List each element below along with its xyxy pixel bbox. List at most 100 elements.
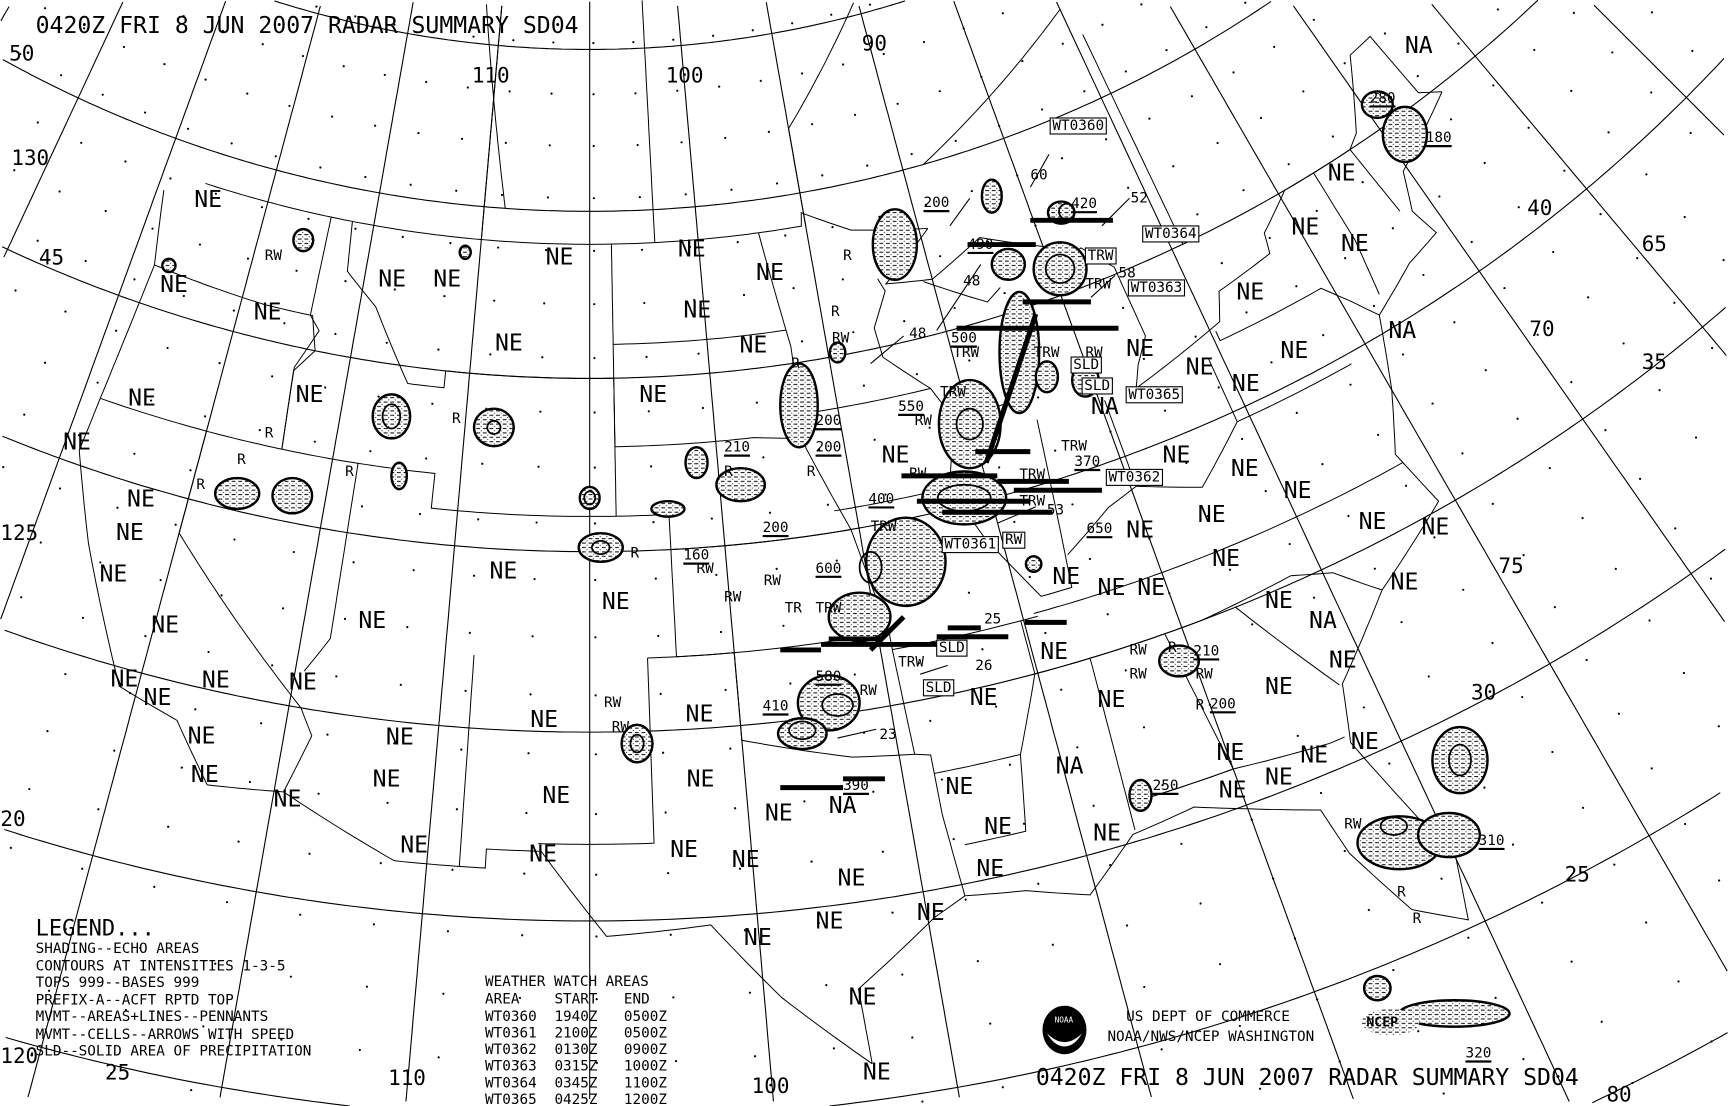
watch-table-cell: 1940Z [554, 1009, 597, 1025]
region-label: NE [1329, 648, 1357, 674]
boundary-line [1349, 149, 1401, 212]
latitude-line [1592, 1032, 1728, 1104]
movement-speed-label: 53 [1047, 502, 1064, 518]
precip-type-label: R [630, 545, 639, 561]
watch-area-label: WT0364 [1145, 226, 1197, 242]
region-label: NE [400, 833, 428, 859]
region-label: NE [151, 612, 179, 638]
region-label: NE [530, 707, 558, 733]
echo-top-label: 210 [724, 440, 750, 456]
echo-area [371, 393, 412, 440]
region-label: NE [744, 925, 772, 951]
echo-area [779, 362, 819, 449]
graticule-label: 130 [11, 146, 49, 170]
precip-type-label: RW [764, 573, 782, 589]
graticule-label: 80 [1606, 1083, 1631, 1106]
boundary-line [485, 4, 506, 209]
latitude-line [829, 792, 1721, 1106]
echo-top-label: 180 [1426, 130, 1452, 146]
legend-line: MVMT--CELLS--ARROWS WITH SPEED [36, 1027, 295, 1043]
precip-type-box-frame [936, 639, 968, 657]
precip-type-label: RW [860, 683, 878, 699]
region-label: NE [188, 724, 216, 750]
noaa-logo: NOAA [1042, 1005, 1087, 1055]
echo-top-label: 400 [868, 491, 894, 507]
precip-type-label: R [1168, 640, 1177, 656]
region-label: NE [191, 762, 219, 788]
region-label: NE [1351, 729, 1379, 755]
precip-type-label: R [831, 304, 840, 320]
region-label: NE [495, 330, 523, 356]
region-label: NE [378, 266, 406, 292]
ncep-logo-text: NCEP [1366, 1016, 1398, 1031]
cell-movement-arrow [1090, 274, 1116, 298]
latitude-line [1, 0, 1539, 379]
region-label: NA [1405, 33, 1433, 59]
cell-movement-arrow [1029, 153, 1050, 188]
precip-type-label: RW [1196, 667, 1214, 683]
precip-type-label: RW [1344, 816, 1362, 832]
cell-movement-arrow [997, 506, 1037, 524]
graticule-label: 75 [1499, 554, 1524, 578]
longitude-line [1056, 1, 1570, 1102]
precip-type-label: TRW [953, 345, 979, 361]
echo-area [1158, 644, 1201, 678]
graticule-label: 110 [388, 1066, 426, 1090]
echo-top-label: 200 [816, 413, 842, 429]
echo-top-label: 200 [763, 520, 789, 536]
region-label: NE [849, 985, 877, 1011]
boundary-line [964, 620, 1036, 846]
movement-speed-label: 26 [975, 658, 992, 674]
region-label: NE [1231, 456, 1259, 482]
echo-area [921, 470, 1008, 526]
boundary-line [884, 35, 1443, 390]
precip-type-label: TRW [898, 654, 924, 670]
precip-type-label: RW [1129, 667, 1147, 683]
echo-area [161, 257, 177, 274]
echo-top-label: 490 [968, 237, 994, 253]
region-label: NE [63, 429, 91, 455]
echo-area [1381, 105, 1429, 164]
boundary-line [100, 397, 852, 551]
boundary-line [1313, 172, 1380, 295]
precip-type-box: SLD [926, 680, 952, 696]
boundary-line [1215, 287, 1380, 342]
region-label: NE [740, 333, 768, 359]
intensity-contour [1448, 743, 1472, 777]
watch-table-cell: 0500Z [624, 1009, 667, 1025]
precip-type-label: R [807, 464, 816, 480]
echo-top-label: 200 [1210, 696, 1236, 712]
precip-type-box: SLD [1073, 357, 1099, 373]
watch-table-cell: WT0365 [485, 1092, 537, 1106]
region-label: NE [111, 666, 139, 692]
echo-top-label: 410 [763, 699, 789, 715]
cell-movement-arrow [1101, 197, 1130, 227]
intensity-contour [1379, 816, 1408, 836]
boundary-line [1152, 736, 1345, 797]
watch-table-title: WEATHER WATCH AREAS [485, 974, 649, 990]
region-label: NA [1091, 394, 1119, 420]
region-label: NE [116, 520, 144, 546]
legend-line: MVMT--AREAS+LINES--PENNANTS [36, 1009, 269, 1025]
region-label: NE [358, 608, 386, 634]
echo-area [998, 290, 1041, 415]
watch-table-cell: 1200Z [624, 1092, 667, 1106]
region-label: NE [1219, 778, 1247, 804]
watch-table-cell: WT0360 [485, 1009, 537, 1025]
echo-area [1431, 725, 1489, 795]
region-label: NE [670, 837, 698, 863]
movement-speed-label: 60 [1030, 168, 1047, 184]
region-label: NE [882, 443, 910, 469]
echo-area [1034, 360, 1060, 394]
echo-top-label: 600 [816, 561, 842, 577]
boundary-line [641, 0, 656, 243]
region-label: NE [1421, 514, 1449, 540]
weather-watch-table: WEATHER WATCH AREAS AREA START END WT036… [485, 974, 667, 1106]
region-label: NE [816, 909, 844, 935]
watch-table-cell: WT0363 [485, 1059, 537, 1075]
precip-type-box-frame [1070, 356, 1102, 374]
intensity-contour [821, 693, 854, 717]
intensity-contour [1044, 253, 1076, 284]
watch-table-cell: 1000Z [624, 1059, 667, 1075]
